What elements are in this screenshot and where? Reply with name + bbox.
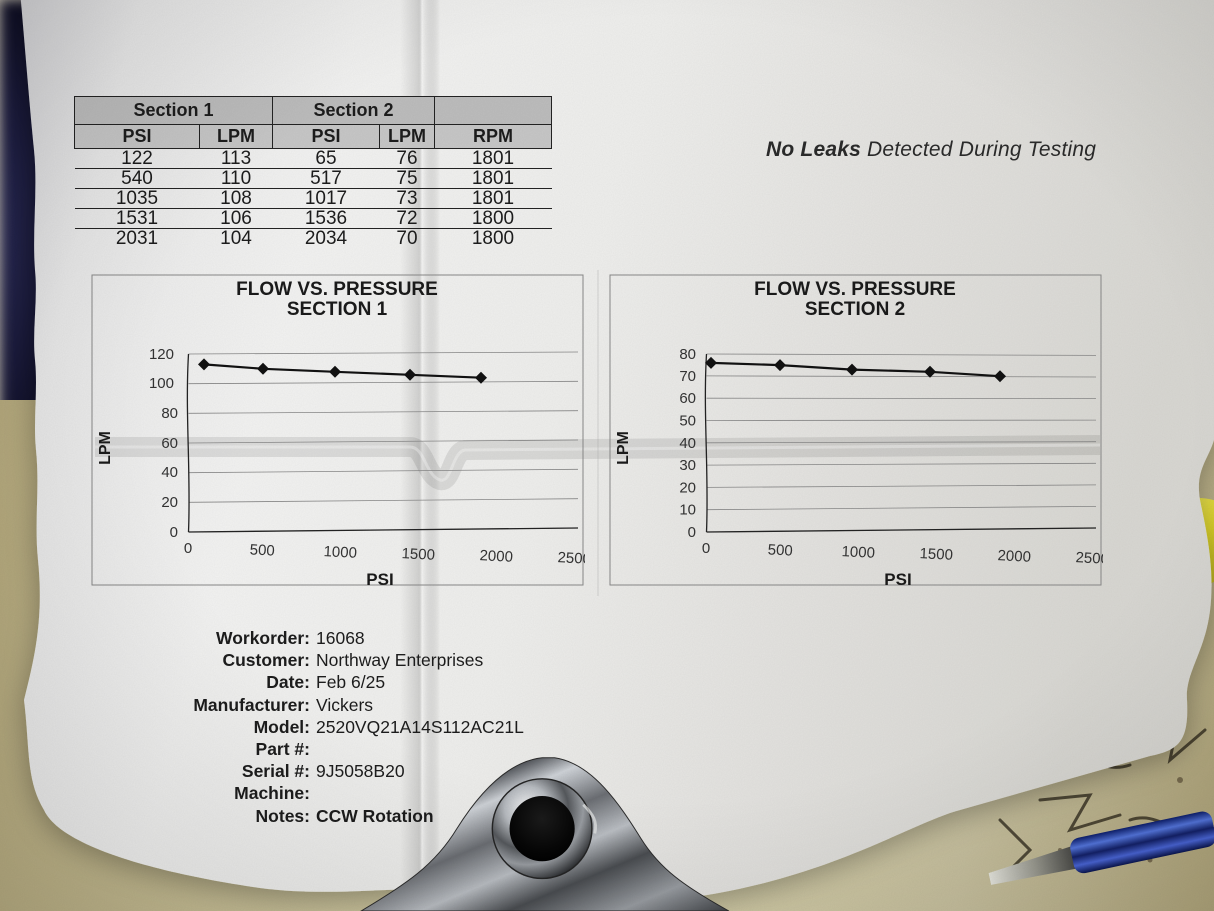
- svg-text:80: 80: [161, 405, 178, 422]
- svg-text:20: 20: [161, 494, 178, 511]
- svg-text:0: 0: [702, 540, 710, 557]
- svg-text:SECTION 2: SECTION 2: [805, 299, 905, 320]
- svg-text:PSI: PSI: [884, 570, 911, 589]
- svg-text:2500: 2500: [557, 549, 585, 568]
- svg-text:40: 40: [161, 464, 178, 481]
- svg-text:1000: 1000: [841, 543, 875, 562]
- svg-text:0: 0: [688, 524, 696, 541]
- svg-text:40: 40: [679, 435, 696, 452]
- svg-text:2000: 2000: [479, 547, 513, 566]
- svg-text:SECTION 1: SECTION 1: [287, 299, 388, 320]
- svg-text:PSI: PSI: [366, 570, 393, 589]
- svg-text:1000: 1000: [323, 543, 357, 562]
- svg-text:70: 70: [679, 368, 696, 385]
- svg-text:500: 500: [767, 541, 793, 559]
- svg-text:60: 60: [161, 435, 178, 452]
- svg-text:0: 0: [170, 524, 178, 541]
- svg-text:20: 20: [679, 479, 696, 496]
- svg-text:80: 80: [679, 346, 696, 363]
- svg-text:100: 100: [149, 375, 174, 392]
- svg-text:LPM: LPM: [615, 431, 632, 465]
- svg-text:120: 120: [149, 346, 174, 363]
- svg-text:FLOW VS. PRESSURE: FLOW VS. PRESSURE: [236, 279, 438, 300]
- svg-text:1500: 1500: [401, 545, 435, 564]
- svg-text:30: 30: [679, 457, 696, 474]
- svg-text:LPM: LPM: [97, 431, 114, 465]
- svg-text:2500: 2500: [1075, 549, 1103, 568]
- svg-text:50: 50: [679, 413, 696, 430]
- svg-text:1500: 1500: [919, 545, 953, 564]
- svg-text:60: 60: [679, 390, 696, 407]
- svg-text:0: 0: [184, 540, 192, 557]
- svg-text:FLOW VS. PRESSURE: FLOW VS. PRESSURE: [754, 279, 956, 300]
- svg-text:10: 10: [679, 502, 696, 519]
- svg-text:500: 500: [249, 541, 275, 559]
- svg-text:2000: 2000: [997, 547, 1031, 566]
